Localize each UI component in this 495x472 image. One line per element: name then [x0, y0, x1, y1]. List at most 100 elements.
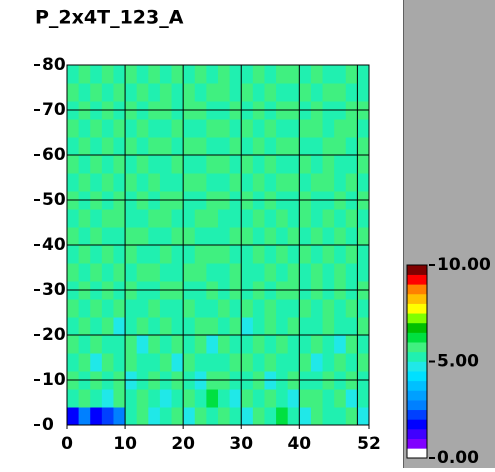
heatmap-cell	[90, 299, 103, 318]
heatmap-cell	[148, 299, 161, 318]
heatmap-cell	[113, 119, 126, 138]
heatmap-cell	[334, 263, 347, 282]
heatmap-cell	[183, 389, 196, 408]
heatmap-cell	[322, 299, 335, 318]
heatmap-cell	[310, 263, 324, 282]
heatmap-cell	[206, 317, 219, 336]
heatmap-cell	[310, 65, 324, 84]
colorbar-band	[407, 371, 427, 382]
heatmap-cell	[276, 245, 289, 264]
heatmap-cell	[136, 209, 149, 228]
heatmap-cell	[310, 173, 324, 192]
heatmap-cell	[229, 137, 242, 156]
heatmap-cell	[113, 227, 126, 246]
y-tick-label: 40	[42, 235, 66, 255]
heatmap-cell	[171, 227, 184, 246]
heatmap-cell	[101, 65, 114, 84]
heatmap-cell	[218, 245, 231, 264]
heatmap-cell	[345, 263, 358, 282]
heatmap-cell	[334, 173, 347, 192]
heatmap-cell	[218, 65, 231, 84]
heatmap-cell	[287, 245, 300, 264]
heatmap-cell	[78, 299, 91, 318]
heatmap-cell	[101, 335, 114, 354]
heatmap-cell	[276, 119, 289, 138]
heatmap-cell	[345, 83, 358, 102]
heatmap-cell	[136, 155, 149, 174]
heatmap-cell	[357, 209, 370, 228]
heatmap-cell	[194, 227, 207, 246]
colorbar-band	[407, 313, 427, 324]
heatmap-cell	[78, 245, 91, 264]
heatmap-cell	[287, 137, 300, 156]
heatmap-cell	[218, 263, 231, 282]
heatmap-cell	[125, 263, 138, 282]
heatmap-cell	[148, 317, 161, 336]
heatmap-cell	[276, 407, 289, 426]
heatmap-cell	[357, 245, 370, 264]
colorbar-frame	[406, 264, 428, 459]
x-tick-label: 52	[357, 434, 381, 454]
heatmap-cell	[78, 119, 91, 138]
heatmap-cell	[299, 227, 312, 246]
heatmap-cell	[101, 245, 114, 264]
heatmap-cell	[101, 407, 114, 426]
heatmap-cell	[357, 263, 370, 282]
heatmap-cell	[299, 245, 312, 264]
heatmap-cell	[345, 137, 358, 156]
heatmap-cell	[78, 155, 91, 174]
heatmap-cell	[159, 155, 173, 174]
heatmap-cell	[159, 245, 173, 264]
heatmap-cell	[148, 137, 161, 156]
heatmap-cell	[113, 407, 126, 426]
heatmap-cell	[206, 173, 219, 192]
heatmap-cell	[241, 353, 254, 372]
heatmap-cell	[287, 407, 300, 426]
heatmap-cell	[345, 65, 358, 84]
heatmap-cell	[310, 155, 324, 174]
heatmap-cell	[334, 389, 347, 408]
heatmap-cell	[345, 227, 358, 246]
heatmap-cell	[125, 335, 138, 354]
heatmap-cell	[287, 299, 300, 318]
heatmap-cell	[101, 119, 114, 138]
heatmap-cell	[241, 227, 254, 246]
plot-frame	[66, 64, 370, 426]
heatmap-cell	[113, 155, 126, 174]
heatmap-cell	[357, 353, 370, 372]
heatmap-cell	[322, 245, 335, 264]
y-tick-label: 20	[42, 325, 66, 345]
heatmap-cell	[357, 155, 370, 174]
heatmap-cell	[90, 335, 103, 354]
heatmap-cell	[78, 209, 91, 228]
heatmap-cell	[252, 137, 265, 156]
heatmap-cell	[113, 353, 126, 372]
heatmap-cell	[183, 155, 196, 174]
heatmap-cell	[218, 227, 231, 246]
heatmap-cell	[264, 227, 277, 246]
heatmap-cell	[299, 173, 312, 192]
heatmap-cell	[183, 83, 196, 102]
heatmap-cell	[299, 155, 312, 174]
heatmap-cell	[183, 407, 196, 426]
heatmap-cell	[357, 299, 370, 318]
heatmap-cell	[229, 119, 242, 138]
heatmap-cell	[206, 299, 219, 318]
heatmap-cell	[345, 173, 358, 192]
heatmap-cell	[171, 137, 184, 156]
heatmap-cell	[264, 407, 277, 426]
heatmap-cell	[136, 65, 149, 84]
heatmap-cell	[136, 83, 149, 102]
heatmap-cell	[334, 299, 347, 318]
heatmap-cell	[334, 65, 347, 84]
heatmap-cell	[113, 137, 126, 156]
heatmap-cell	[345, 407, 358, 426]
heatmap-cell	[276, 137, 289, 156]
heatmap-cell	[322, 65, 335, 84]
heatmap-cell	[322, 155, 335, 174]
heatmap-cell	[287, 155, 300, 174]
y-tick-label: 0	[42, 415, 54, 435]
heatmap-cell	[206, 353, 219, 372]
heatmap-cell	[241, 83, 254, 102]
